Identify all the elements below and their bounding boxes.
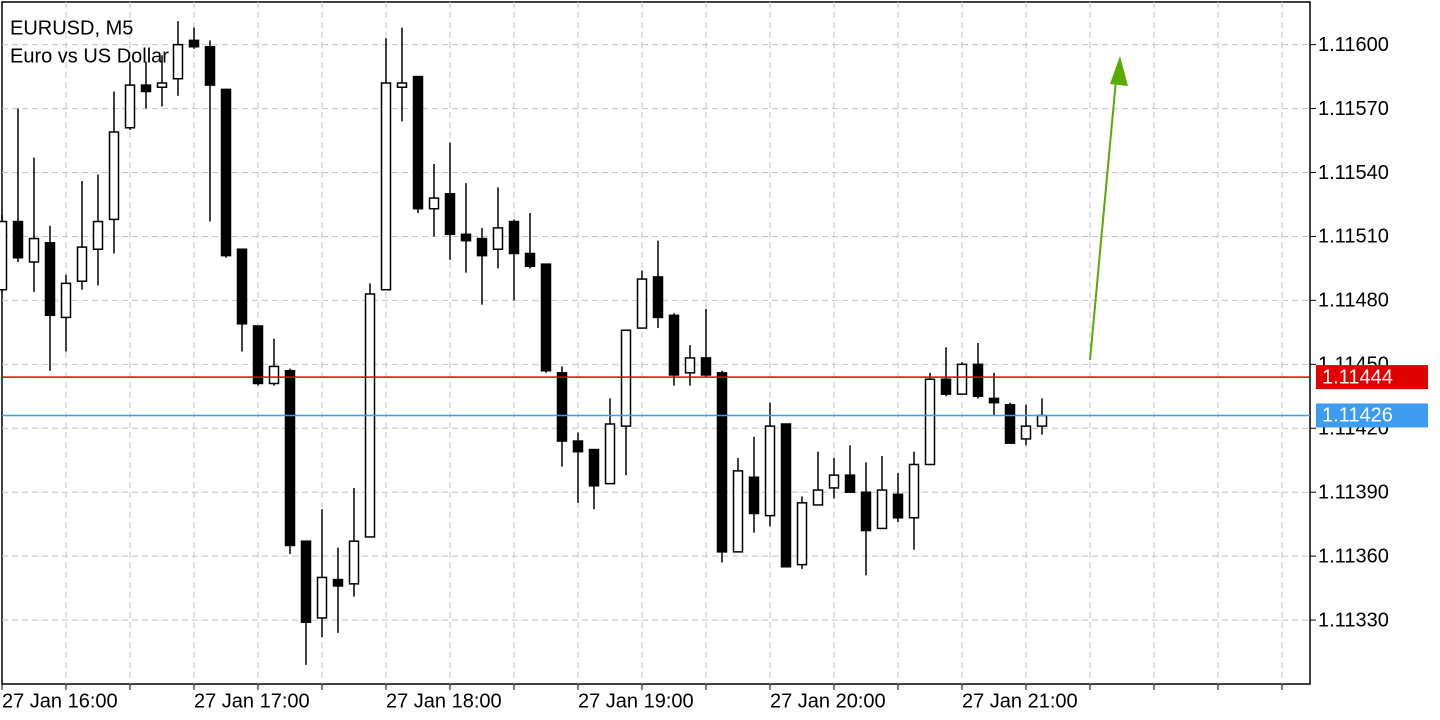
candle-body (732, 470, 744, 553)
candle-body (604, 423, 616, 485)
candle-body (252, 325, 264, 385)
candle-body (860, 491, 872, 532)
candle-body (300, 540, 312, 623)
price-label-box (1316, 365, 1428, 390)
candle-body (876, 489, 888, 530)
candle-body (684, 357, 696, 374)
x-tick-label: 27 Jan 17:00 (194, 690, 310, 712)
candle-body (844, 474, 856, 493)
candle-body (828, 474, 840, 489)
candle-body (668, 314, 680, 376)
candle-body (92, 220, 104, 250)
candle-body (524, 252, 536, 268)
candle-body (348, 540, 360, 585)
candle-body (28, 237, 40, 263)
y-tick-label: 1.11510 (1318, 226, 1389, 248)
candle-body (716, 372, 728, 553)
candle-body (540, 263, 552, 372)
candle-body (940, 378, 952, 395)
x-tick-label: 27 Jan 18:00 (386, 690, 502, 712)
candle-body (1036, 414, 1048, 427)
price-label-box (1316, 403, 1428, 428)
candle-body (620, 329, 632, 427)
candle-body (700, 357, 712, 376)
candle-body (172, 43, 184, 80)
arrow-shaft (1089, 79, 1117, 361)
candle-body (588, 448, 600, 487)
candle-body (924, 378, 936, 466)
candle-body (60, 282, 72, 319)
candle-body (1020, 425, 1032, 440)
candle-body (764, 425, 776, 517)
candle-body (412, 75, 424, 210)
candle-body (140, 84, 152, 93)
candle-body (236, 248, 248, 325)
y-tick-label: 1.11390 (1318, 481, 1389, 503)
candle-body (492, 227, 504, 250)
candle-body (380, 82, 392, 291)
chart-subtitle: Euro vs US Dollar (10, 45, 169, 67)
candle-body (988, 397, 1000, 404)
x-tick-label: 27 Jan 20:00 (770, 690, 886, 712)
candle-body (124, 84, 136, 129)
price-label: 1.11426 (1322, 405, 1393, 427)
candle-body (796, 502, 808, 566)
candle-body (44, 242, 56, 317)
plot-layer (0, 2, 1310, 684)
candle-body (636, 278, 648, 329)
candle-body (428, 197, 440, 210)
x-tick-label: 27 Jan 19:00 (578, 690, 694, 712)
candle-body (444, 193, 456, 236)
candle-body (748, 476, 760, 515)
candle-body (972, 363, 984, 398)
candle-body (316, 576, 328, 619)
y-tick-label: 1.11330 (1318, 609, 1389, 631)
candle-body (572, 440, 584, 453)
candle-body (108, 131, 120, 221)
x-tick-label: 27 Jan 16:00 (2, 690, 118, 712)
chart-title: EURUSD, M5 (10, 17, 133, 39)
candle-body (0, 220, 8, 291)
candle-body (908, 463, 920, 519)
candle-body (332, 578, 344, 587)
candle-body (812, 489, 824, 506)
candle-body (780, 423, 792, 568)
candle-body (156, 82, 168, 89)
candle-body (1004, 404, 1016, 444)
candle-body (188, 39, 200, 48)
x-tick-label: 27 Jan 21:00 (962, 690, 1078, 712)
candle-body (396, 82, 408, 89)
candle-body (268, 365, 280, 385)
y-tick-label: 1.11360 (1318, 545, 1389, 567)
candle-body (956, 363, 968, 395)
candle-body (892, 493, 904, 519)
candle-body (204, 46, 216, 86)
candle-body (12, 220, 24, 259)
y-tick-label: 1.11480 (1318, 290, 1389, 312)
candle-body (476, 237, 488, 257)
y-tick-label: 1.11570 (1318, 98, 1389, 120)
candle-body (508, 220, 520, 255)
candle-body (460, 233, 472, 242)
candle-body (220, 88, 232, 257)
y-tick-label: 1.11540 (1318, 162, 1389, 184)
candle-body (76, 246, 88, 282)
price-label: 1.11444 (1322, 366, 1393, 388)
candle-body (284, 369, 296, 547)
candle-body (652, 276, 664, 319)
y-tick-label: 1.11600 (1318, 34, 1389, 56)
candle-body (556, 372, 568, 442)
arrow-head (1110, 56, 1128, 86)
